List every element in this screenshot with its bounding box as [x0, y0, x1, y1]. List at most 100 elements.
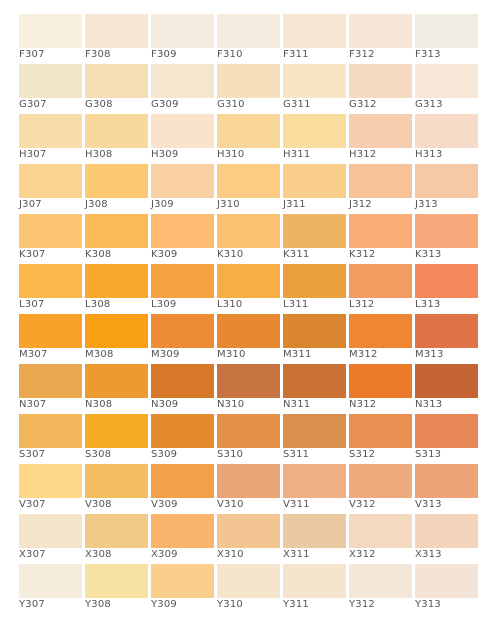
color-chip[interactable] — [415, 164, 478, 198]
color-chip[interactable] — [85, 264, 148, 298]
color-chip[interactable] — [283, 64, 346, 98]
color-chip[interactable] — [349, 514, 412, 548]
color-chip[interactable] — [283, 214, 346, 248]
color-chip[interactable] — [217, 314, 280, 348]
color-swatch[interactable]: S310 — [217, 414, 283, 464]
color-swatch[interactable]: F307 — [19, 14, 85, 64]
color-chip[interactable] — [415, 64, 478, 98]
color-swatch[interactable]: H307 — [19, 114, 85, 164]
color-swatch[interactable]: X311 — [283, 514, 349, 564]
color-chip[interactable] — [19, 264, 82, 298]
color-chip[interactable] — [85, 364, 148, 398]
color-chip[interactable] — [217, 514, 280, 548]
color-swatch[interactable]: S308 — [85, 414, 151, 464]
color-swatch[interactable]: F311 — [283, 14, 349, 64]
color-swatch[interactable]: N308 — [85, 364, 151, 414]
color-swatch[interactable]: H313 — [415, 114, 481, 164]
color-chip[interactable] — [151, 314, 214, 348]
color-swatch[interactable]: F308 — [85, 14, 151, 64]
color-swatch[interactable]: H311 — [283, 114, 349, 164]
color-chip[interactable] — [85, 414, 148, 448]
color-swatch[interactable]: K311 — [283, 214, 349, 264]
color-swatch[interactable]: K309 — [151, 214, 217, 264]
color-chip[interactable] — [349, 364, 412, 398]
color-chip[interactable] — [217, 64, 280, 98]
color-swatch[interactable]: M313 — [415, 314, 481, 364]
color-swatch[interactable]: X308 — [85, 514, 151, 564]
color-chip[interactable] — [85, 464, 148, 498]
color-chip[interactable] — [19, 414, 82, 448]
color-swatch[interactable]: G310 — [217, 64, 283, 114]
color-chip[interactable] — [217, 214, 280, 248]
color-chip[interactable] — [349, 264, 412, 298]
color-swatch[interactable]: J308 — [85, 164, 151, 214]
color-swatch[interactable]: Y312 — [349, 564, 415, 614]
color-swatch[interactable]: S307 — [19, 414, 85, 464]
color-swatch[interactable]: K308 — [85, 214, 151, 264]
color-swatch[interactable]: F310 — [217, 14, 283, 64]
color-chip[interactable] — [85, 214, 148, 248]
color-chip[interactable] — [151, 14, 214, 48]
color-chip[interactable] — [151, 164, 214, 198]
color-chip[interactable] — [415, 464, 478, 498]
color-swatch[interactable]: H308 — [85, 114, 151, 164]
color-swatch[interactable]: X313 — [415, 514, 481, 564]
color-swatch[interactable]: X307 — [19, 514, 85, 564]
color-swatch[interactable]: N309 — [151, 364, 217, 414]
color-swatch[interactable]: V310 — [217, 464, 283, 514]
color-chip[interactable] — [85, 114, 148, 148]
color-swatch[interactable]: H309 — [151, 114, 217, 164]
color-chip[interactable] — [151, 64, 214, 98]
color-chip[interactable] — [85, 514, 148, 548]
color-swatch[interactable]: S313 — [415, 414, 481, 464]
color-chip[interactable] — [415, 214, 478, 248]
color-chip[interactable] — [217, 164, 280, 198]
color-chip[interactable] — [19, 214, 82, 248]
color-swatch[interactable]: L312 — [349, 264, 415, 314]
color-chip[interactable] — [19, 64, 82, 98]
color-chip[interactable] — [217, 14, 280, 48]
color-swatch[interactable]: S311 — [283, 414, 349, 464]
color-swatch[interactable]: M309 — [151, 314, 217, 364]
color-swatch[interactable]: Y313 — [415, 564, 481, 614]
color-chip[interactable] — [217, 264, 280, 298]
color-swatch[interactable]: S312 — [349, 414, 415, 464]
color-swatch[interactable]: K307 — [19, 214, 85, 264]
color-chip[interactable] — [217, 364, 280, 398]
color-swatch[interactable]: V309 — [151, 464, 217, 514]
color-swatch[interactable]: J312 — [349, 164, 415, 214]
color-chip[interactable] — [85, 14, 148, 48]
color-swatch[interactable]: L311 — [283, 264, 349, 314]
color-swatch[interactable]: V307 — [19, 464, 85, 514]
color-swatch[interactable]: M310 — [217, 314, 283, 364]
color-swatch[interactable]: X310 — [217, 514, 283, 564]
color-swatch[interactable]: G311 — [283, 64, 349, 114]
color-chip[interactable] — [283, 564, 346, 598]
color-chip[interactable] — [349, 564, 412, 598]
color-chip[interactable] — [283, 264, 346, 298]
color-chip[interactable] — [19, 514, 82, 548]
color-chip[interactable] — [415, 314, 478, 348]
color-chip[interactable] — [217, 564, 280, 598]
color-swatch[interactable]: Y309 — [151, 564, 217, 614]
color-swatch[interactable]: F312 — [349, 14, 415, 64]
color-swatch[interactable]: S309 — [151, 414, 217, 464]
color-swatch[interactable]: J307 — [19, 164, 85, 214]
color-chip[interactable] — [283, 414, 346, 448]
color-swatch[interactable]: M308 — [85, 314, 151, 364]
color-chip[interactable] — [151, 214, 214, 248]
color-swatch[interactable]: F313 — [415, 14, 481, 64]
color-swatch[interactable]: N311 — [283, 364, 349, 414]
color-chip[interactable] — [19, 314, 82, 348]
color-chip[interactable] — [283, 514, 346, 548]
color-swatch[interactable]: Y308 — [85, 564, 151, 614]
color-chip[interactable] — [283, 464, 346, 498]
color-swatch[interactable]: V312 — [349, 464, 415, 514]
color-chip[interactable] — [415, 364, 478, 398]
color-swatch[interactable]: Y307 — [19, 564, 85, 614]
color-chip[interactable] — [349, 464, 412, 498]
color-chip[interactable] — [151, 564, 214, 598]
color-chip[interactable] — [19, 464, 82, 498]
color-chip[interactable] — [85, 314, 148, 348]
color-chip[interactable] — [19, 564, 82, 598]
